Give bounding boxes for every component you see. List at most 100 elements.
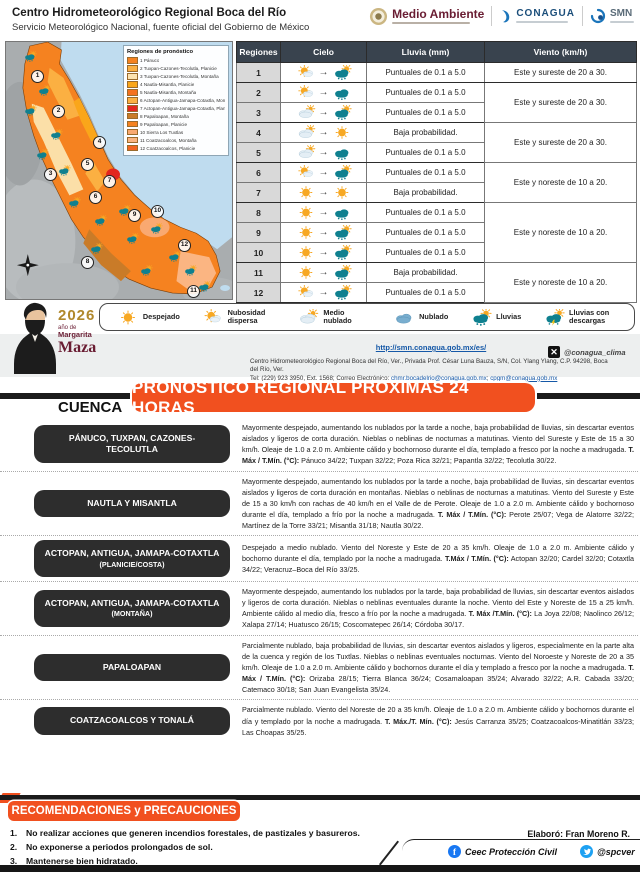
forecast-row: 2 → Puntuales de 0.1 a 5.0 Este y sureste…: [236, 82, 637, 123]
forecast-row: 12 → Puntuales de 0.1 a 5.0: [236, 282, 637, 303]
sky-cell: →: [280, 162, 367, 183]
logo-strip: Medio Ambiente CONAGUA SMN: [369, 6, 634, 26]
forecast-section: ACTOPAN, ANTIGUA, JAMAPA-COTAXTLA (PLANIC…: [0, 535, 638, 581]
legend-swatch: [127, 120, 138, 128]
regional-banner: PRONÓSTICO REGIONAL PRÓXIMAS 24 HORAS: [132, 378, 535, 417]
footer-outline: [402, 839, 640, 866]
legend-label: 11 Coatzacoalcos, Montaña: [140, 137, 197, 143]
rain-sun-icon: [127, 232, 139, 244]
region-number-cell: 3: [236, 102, 281, 123]
forecast-table: Regiones Cielo Lluvia (mm) Viento (km/h) 1 …: [236, 41, 637, 303]
basin-label: PÁNUCO, TUXPAN, CAZONES-TECOLUTLA: [34, 425, 230, 464]
map-region-number: 3: [44, 168, 57, 181]
map-legend-item: 8 Papaloapan, Montaña: [127, 112, 225, 120]
forecast-section: PÁNUCO, TUXPAN, CAZONES-TECOLUTLA Mayorme…: [0, 418, 638, 471]
rain-sun-icon: [334, 285, 352, 300]
map-legend-item: 7 Actopan-Antigua-Jamapa-Cotaxtla, Plani…: [127, 104, 225, 112]
forecast-text: Despejado a medio nublado. Viento del No…: [242, 542, 635, 575]
map-legend: Regiones de pronóstico 1 Pánuco 2 Tuxpan-…: [123, 45, 229, 156]
bottom-bar: [0, 865, 640, 872]
sun-icon: [120, 309, 135, 325]
map-legend-item: 1 Pánuco: [127, 57, 225, 64]
conagua-label: CONAGUA: [516, 8, 575, 19]
table-header-cell: Lluvia (mm): [366, 41, 485, 63]
x-handle-link[interactable]: @conagua_clima: [564, 347, 626, 357]
rain-sun-icon: [25, 50, 37, 62]
twitter-link[interactable]: @spcver: [580, 845, 635, 858]
cloud-icon: [300, 308, 319, 323]
map-rain-icon: [49, 127, 63, 140]
arrow-icon: →: [318, 226, 329, 238]
contact-address: Centro Hidrometeorológico Regional Boca …: [250, 358, 608, 374]
conagua-logo: CONAGUA: [499, 9, 575, 24]
logo-subline: [610, 21, 634, 23]
storm-icon: [546, 308, 565, 326]
weather-legend-label: Despejado: [142, 311, 180, 321]
legend-label: 6 Actopan-Antigua-Jamapa-Cotaxtla, Monta…: [140, 97, 225, 103]
smn-label: SMN: [610, 8, 633, 19]
map-rain-icon: [149, 221, 163, 234]
logo-divider: [491, 6, 493, 26]
logo-divider: [582, 6, 583, 26]
arrow-icon: →: [318, 246, 329, 258]
rain-sun-icon: [199, 280, 211, 292]
smn-url-link[interactable]: http://smn.conagua.gob.mx/es/: [375, 343, 487, 352]
forecast-sections: PÁNUCO, TUXPAN, CAZONES-TECOLUTLA Mayorme…: [0, 418, 638, 742]
map-rain-icon: [167, 249, 181, 262]
rain-sun-icon: [151, 222, 163, 234]
map-rain-icon: [117, 203, 131, 216]
rain-cell: Puntuales de 0.1 a 5.0: [366, 82, 485, 103]
basin-label: ACTOPAN, ANTIGUA, JAMAPA-COTAXTLA (PLANIC…: [34, 540, 230, 577]
basin-label: COATZACOALCOS Y TONALÁ: [34, 707, 230, 735]
region-number-cell: 10: [236, 242, 281, 263]
region-number-cell: 8: [236, 202, 281, 223]
rain-sun-icon: [169, 250, 181, 262]
year-label: 2026: [58, 307, 96, 324]
map-legend-item: 12 Coatzacoalcos, Planicie: [127, 144, 225, 152]
water-drop-icon: [502, 9, 510, 22]
region-number-cell: 6: [236, 162, 281, 183]
rain-sun-icon: [334, 65, 352, 80]
sun-icon: [299, 266, 312, 279]
legend-label: 7 Actopan-Antigua-Jamapa-Cotaxtla, Plani…: [140, 105, 225, 111]
map-rain-icon: [139, 263, 153, 276]
map-region-number: 11: [187, 285, 200, 298]
medio-ambiente-label: Medio Ambiente: [392, 7, 485, 21]
rain-icon: [334, 89, 348, 100]
cloud-solid-icon: [396, 313, 412, 323]
map-region-number: 8: [81, 256, 94, 269]
rain-sun-icon: [334, 105, 352, 120]
rain-sun-icon: [119, 204, 131, 216]
arrow-icon: →: [318, 266, 329, 278]
rain-sun-icon: [185, 264, 197, 276]
arrow-icon: →: [318, 166, 329, 178]
legend-label: 1 Pánuco: [140, 57, 160, 63]
basin-label: NAUTLA Y MISANTLA: [34, 489, 230, 518]
rain-sun-icon: [473, 308, 492, 326]
rain-cell: Puntuales de 0.1 a 5.0: [366, 282, 485, 303]
contact-info: http://smn.conagua.gob.mx/es/ Centro Hid…: [250, 337, 612, 383]
table-header-cell: Regiones: [236, 41, 281, 63]
arrow-icon: →: [318, 66, 329, 78]
sky-cell: →: [280, 122, 367, 143]
wind-cell: Este y sureste de 20 a 30.: [484, 82, 637, 123]
rain-sun-icon: [91, 242, 103, 254]
map-rain-icon: [67, 195, 81, 208]
sky-cell: →: [280, 102, 367, 123]
legend-swatch: [127, 136, 138, 144]
weather-legend-item: Nublado: [393, 309, 448, 326]
map-rain-icon: [37, 83, 51, 96]
weather-icon-legend: Despejado Nubosidad dispersa Medio nubla…: [99, 303, 635, 331]
rain-cell: Puntuales de 0.1 a 5.0: [366, 222, 485, 243]
weather-legend-item: Medio nublado: [297, 308, 371, 326]
basin-sublabel: (MONTAÑA): [111, 609, 153, 619]
email-link-2[interactable]: cpgm@conagua.gob.mx: [490, 374, 558, 382]
map-annotations: 1 2 3 4 5 6 7 8 9 10 11 12: [6, 42, 232, 299]
facebook-link[interactable]: f Ceec Protección Civil: [448, 845, 557, 858]
legend-label: 3 Tuxpan-Cazones-Tecolutla, Montaña: [140, 73, 219, 79]
margarita-maza-logo: 2026 año de Margarita Maza: [12, 298, 104, 376]
email-link-1[interactable]: chmr.bocadelrio@conagua.gob.mx: [391, 374, 487, 382]
header: Centro Hidrometeorológico Regional Boca …: [0, 0, 640, 38]
wind-cell: Este y sureste de 20 a 30.: [484, 122, 637, 163]
